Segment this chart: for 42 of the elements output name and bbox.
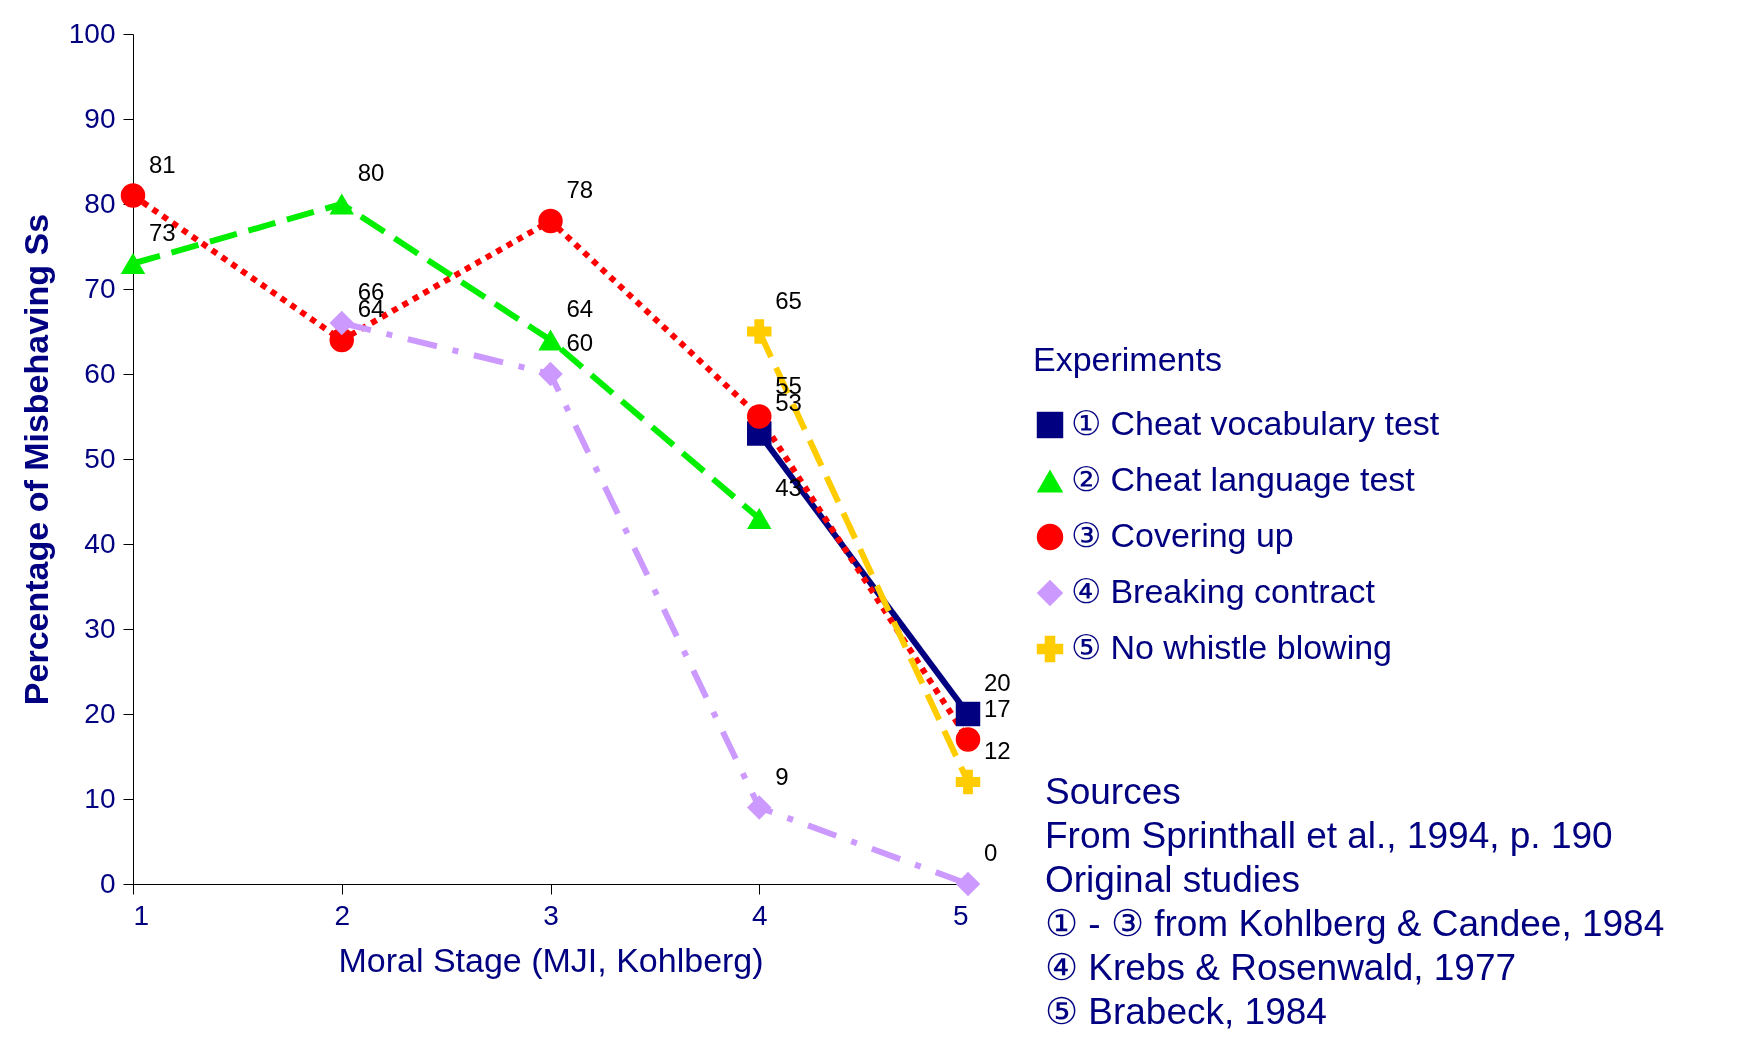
y-tick-label: 30 [84,612,116,644]
data-label: 81 [149,150,176,178]
x-tick-label: 3 [543,899,559,931]
legend-label: ③ Covering up [1071,516,1294,554]
legend-label: ④ Breaking contract [1071,572,1376,610]
text: Original studies [1045,858,1301,902]
y-tick-label: 40 [84,527,116,559]
x-tick-label: 2 [334,899,351,931]
y-tick-label: 90 [84,102,116,134]
data-label: 65 [775,286,802,314]
y-axis-title: Percentage of Misbehaving Ss [16,213,55,706]
x-tick-label: 1 [133,899,150,931]
data-label: 0 [984,839,998,866]
y-tick-label: 50 [84,442,116,474]
y-tick-label: 100 [68,17,116,49]
text: ④ Krebs & Rosenwald, 1977 [1045,946,1518,990]
x-tick-label: 5 [952,899,969,931]
legend-title: Experiments [1033,340,1222,378]
x-axis-title: Moral Stage (MJI, Kohlberg) [338,940,764,979]
x-tick-label: 4 [751,899,768,931]
y-tick-label: 80 [84,187,116,219]
text: Sources [1045,770,1182,814]
data-label: 80 [357,159,385,186]
data-label: 12 [984,737,1011,764]
y-tick-label: 70 [84,272,116,304]
data-label: 64 [566,295,594,322]
legend-label: ⑤ No whistle blowing [1071,628,1393,666]
data-label: 78 [566,176,594,203]
y-tick-label: 60 [84,357,116,389]
data-label: 9 [775,762,789,790]
data-label: 73 [149,218,176,246]
y-tick-label: 0 [99,867,116,899]
text: From Sprinthall et al., 1994, p. 190 [1045,814,1614,858]
data-label: 17 [984,694,1011,722]
data-label: 20 [984,669,1011,696]
data-label: 60 [566,329,594,356]
legend-label: ① Cheat vocabulary test [1071,404,1440,442]
text: ⑤ Brabeck, 1984 [1045,990,1328,1034]
legend-label: ② Cheat language test [1071,460,1416,498]
y-tick-label: 10 [84,782,116,814]
text: ① - ③ from Kohlberg & Candee, 1984 [1045,902,1665,946]
y-tick-label: 20 [84,697,116,729]
